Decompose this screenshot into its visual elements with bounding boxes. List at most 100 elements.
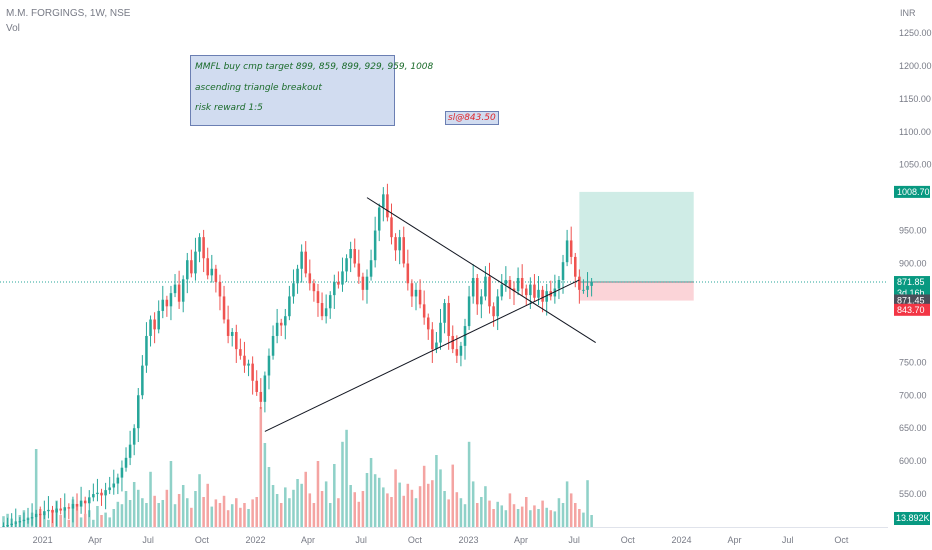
candle-body xyxy=(116,477,120,484)
volume-bar xyxy=(520,506,524,527)
volume-bars xyxy=(2,407,593,527)
candle-body xyxy=(214,268,218,282)
x-tick-label: Jul xyxy=(782,535,794,545)
volume-bar xyxy=(120,504,124,527)
candle-body xyxy=(267,355,271,376)
volume-bar xyxy=(569,493,573,527)
candle-body xyxy=(296,268,299,284)
volume-bar xyxy=(578,509,581,527)
y-tick-label: 950.00 xyxy=(899,226,927,236)
candle-body xyxy=(132,428,136,445)
volume-bar xyxy=(533,505,536,527)
candle-body xyxy=(386,194,389,218)
candle-body xyxy=(71,503,75,509)
candle-body xyxy=(141,365,144,396)
candle-body xyxy=(565,240,569,263)
candle-body xyxy=(104,490,107,496)
candle-body xyxy=(590,281,593,286)
volume-bar xyxy=(124,491,128,527)
x-tick-label: Jul xyxy=(142,535,154,545)
annotation-note[interactable]: MMFL buy cmp target 899, 859, 899, 929, … xyxy=(190,55,433,126)
candle-body xyxy=(435,342,438,350)
candle-body xyxy=(137,395,140,429)
volume-bar xyxy=(500,505,504,527)
candle-body xyxy=(59,508,62,511)
volume-bar xyxy=(304,471,307,527)
volume-bar xyxy=(422,465,426,527)
candle-body xyxy=(275,322,279,336)
x-tick-label: 2023 xyxy=(458,535,478,545)
volume-bar xyxy=(145,503,148,527)
x-tick-label: Jul xyxy=(568,535,580,545)
volume-bar xyxy=(271,485,275,527)
note-line-risk: risk reward 1:5 xyxy=(195,103,263,113)
volume-tag: 13.892K xyxy=(896,513,930,523)
candle-body xyxy=(181,279,185,302)
volume-bar xyxy=(320,491,324,527)
volume-bar xyxy=(337,498,340,527)
candle-body xyxy=(369,260,373,277)
volume-bar xyxy=(308,493,312,527)
candle-body xyxy=(345,258,348,272)
candle-body xyxy=(324,308,328,317)
volume-bar xyxy=(390,497,393,527)
candle-body xyxy=(169,293,173,307)
volume-bar xyxy=(529,510,532,527)
candle-body xyxy=(120,467,124,478)
volume-bar xyxy=(2,516,5,527)
volume-bar xyxy=(218,503,222,527)
stop-loss-note[interactable]: sl@843.50 xyxy=(445,111,499,125)
candle-body xyxy=(100,492,103,496)
candle-body xyxy=(112,483,116,488)
candle-body xyxy=(145,335,148,366)
volume-bar xyxy=(516,509,520,527)
candle-body xyxy=(198,237,201,252)
volume-bar xyxy=(59,515,62,527)
volume-bar xyxy=(386,493,389,527)
volume-bar xyxy=(267,467,271,527)
x-tick-label: Apr xyxy=(301,535,315,545)
volume-bar xyxy=(165,489,169,527)
volume-bar xyxy=(235,498,238,527)
note-line-pattern: ascending triangle breakout xyxy=(195,83,322,93)
volume-bar xyxy=(47,519,50,527)
candle-body xyxy=(353,249,356,264)
volume-bar xyxy=(435,455,438,527)
y-tick-label: 900.00 xyxy=(899,259,927,269)
candle-body xyxy=(308,273,312,284)
volume-bar xyxy=(177,494,181,527)
x-tick-label: Oct xyxy=(621,535,636,545)
volume-bar xyxy=(173,504,177,527)
candle-body xyxy=(312,283,316,292)
candle-body xyxy=(382,194,385,208)
candle-body xyxy=(467,296,471,327)
candle-body xyxy=(235,332,238,350)
candle-body xyxy=(26,518,30,520)
candle-body xyxy=(475,277,479,305)
candle-body xyxy=(92,494,95,498)
volume-bar xyxy=(369,458,373,527)
candle-body xyxy=(516,277,520,292)
candle-body xyxy=(426,317,430,330)
candle-body xyxy=(173,284,177,294)
volume-bar xyxy=(333,464,336,527)
candle-body xyxy=(390,217,393,238)
candle-body xyxy=(165,299,169,307)
y-tick-label: 1200.00 xyxy=(899,61,932,71)
candle-body xyxy=(439,322,442,343)
candle-body xyxy=(83,500,87,504)
candle-body xyxy=(578,276,581,290)
volume-bar xyxy=(206,483,209,527)
note-line-target: MMFL buy cmp target 899, 859, 899, 929, … xyxy=(195,62,434,72)
volume-bar xyxy=(100,515,103,527)
candle-body xyxy=(153,319,156,330)
volume-bar xyxy=(92,519,95,527)
candle-body xyxy=(561,262,565,280)
volume-bar xyxy=(169,461,173,527)
volume-bar xyxy=(398,482,401,527)
candle-body xyxy=(18,521,22,523)
candle-body xyxy=(279,322,283,326)
x-tick-label: Oct xyxy=(834,535,849,545)
candle-body xyxy=(488,276,491,307)
